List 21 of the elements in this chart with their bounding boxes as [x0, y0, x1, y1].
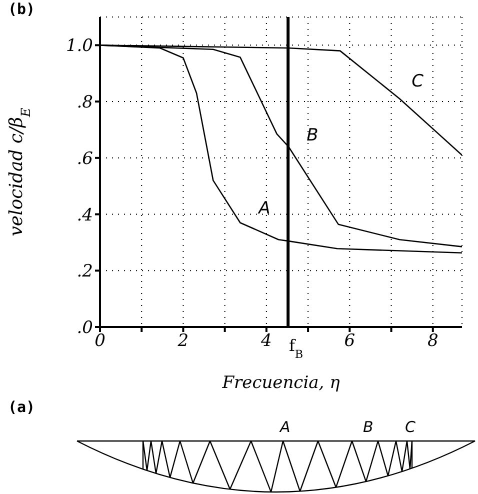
y-tick-label: .4 [76, 205, 93, 226]
x-tick-label: 6 [344, 331, 356, 352]
x-tick-label: 2 [176, 331, 189, 352]
y-tick-label: .2 [76, 262, 93, 282]
y-tick-label: .0 [76, 318, 94, 338]
series-label: B [306, 126, 318, 146]
x-tick-label: 4 [260, 331, 272, 352]
x-tick-label: 0 [94, 331, 106, 352]
x-tick-label: 8 [427, 331, 438, 352]
y-tick-label: .8 [76, 92, 94, 113]
ref-line-label: f$_{B}$ [288, 336, 304, 360]
text: C [405, 418, 416, 436]
y-tick-label: 1.0 [66, 36, 94, 56]
text: A [279, 418, 290, 436]
series-label: C [412, 72, 424, 92]
text: B [363, 418, 374, 436]
text: (a) [8, 398, 36, 416]
text: (b) [8, 0, 36, 18]
y-tick-label: .6 [76, 148, 94, 169]
series-label: A [258, 198, 270, 219]
x-axis-title: Frecuencia, η [221, 373, 341, 393]
